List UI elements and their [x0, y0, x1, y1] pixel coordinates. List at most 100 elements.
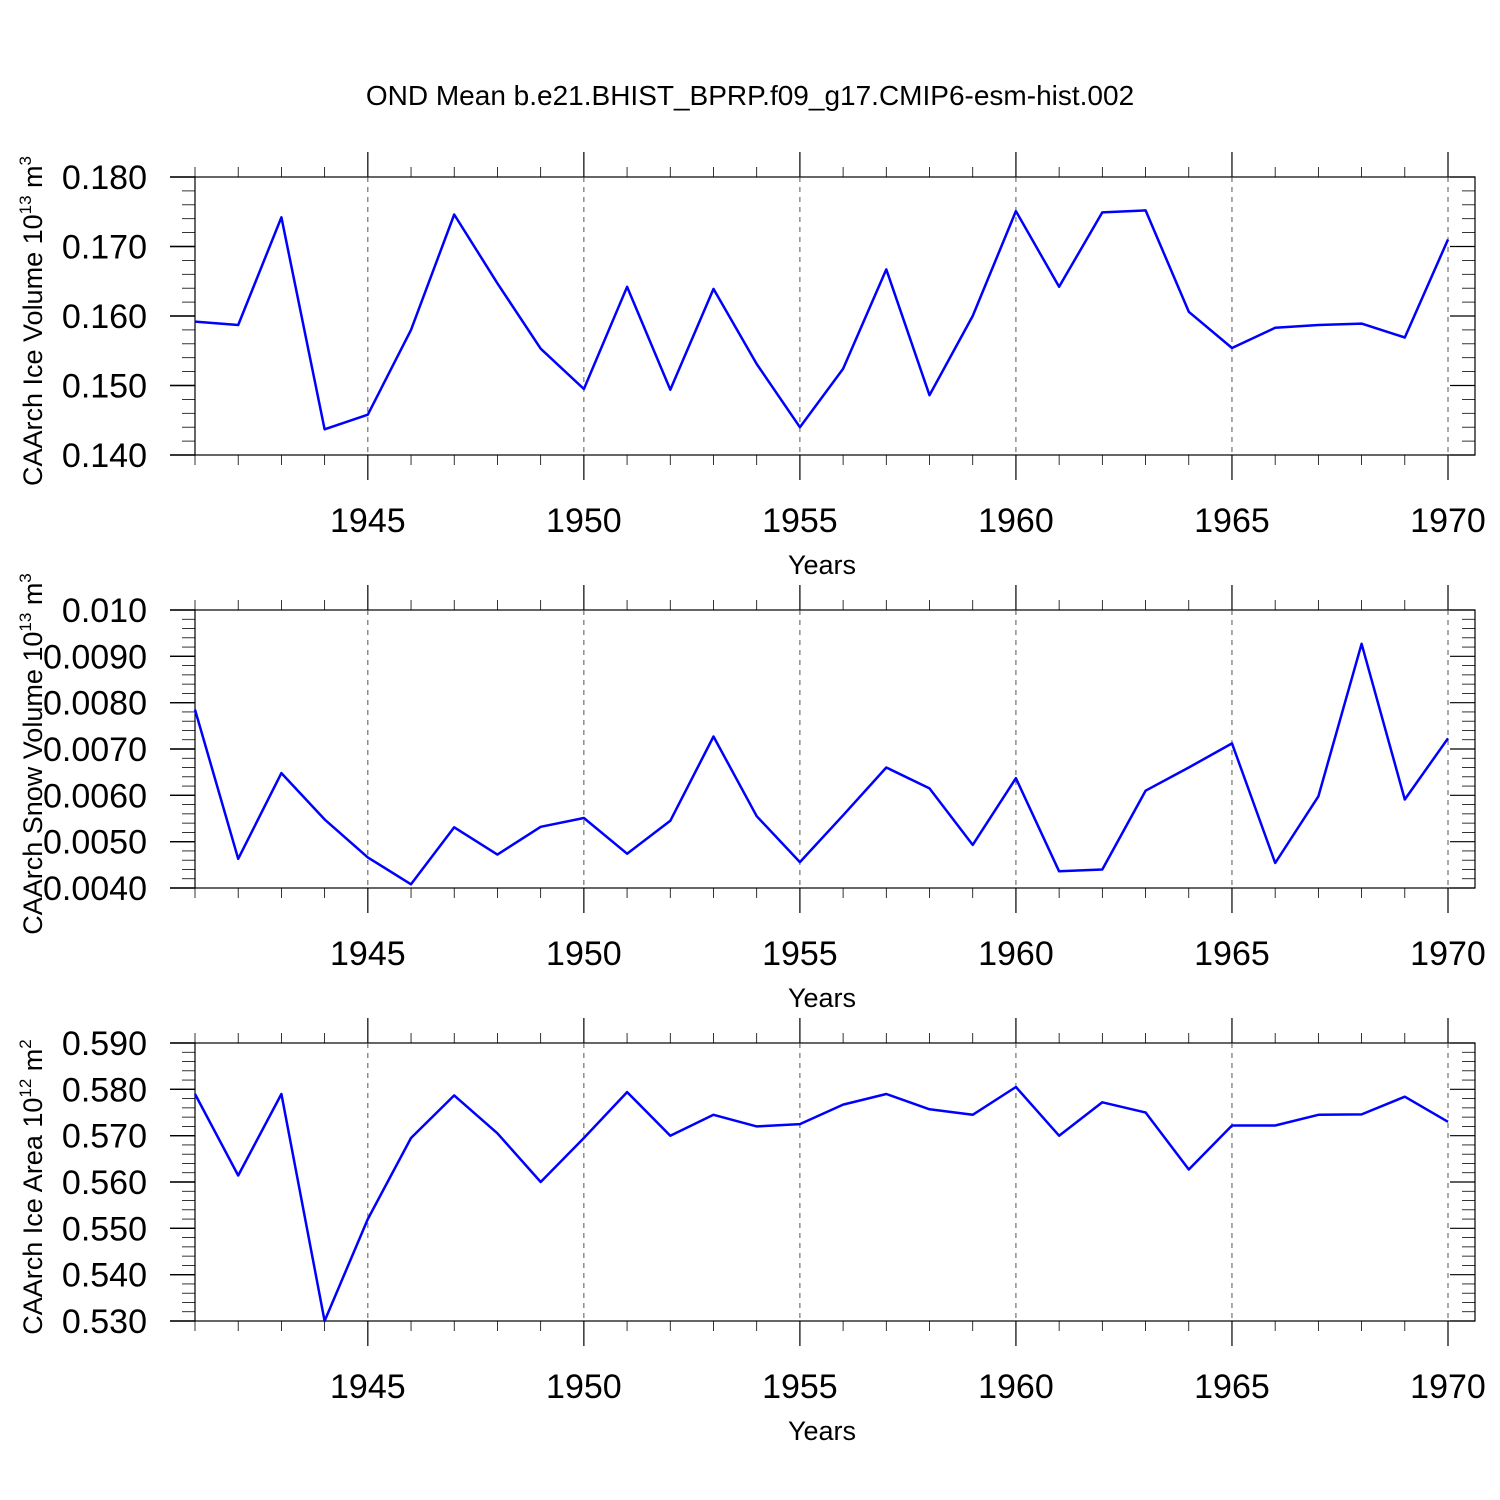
- y-axis-label-text: CAArch Ice Volume 10: [18, 214, 48, 486]
- data-point: [279, 771, 283, 775]
- y-tick-label: 0.580: [62, 1071, 147, 1109]
- x-axis-label: Years: [788, 983, 856, 1013]
- panel-ice-volume: 1945 1950 1955 1960 1965 1970 Years 0.140 0.150 0…: [16, 152, 1486, 580]
- data-point: [1360, 1112, 1364, 1116]
- data-point: [452, 825, 456, 829]
- data-point: [495, 281, 499, 285]
- x-tick-label: 1965: [1194, 935, 1270, 973]
- data-point: [971, 1113, 975, 1117]
- data-point: [1230, 741, 1234, 745]
- data-point: [323, 817, 327, 821]
- data-point: [1360, 642, 1364, 646]
- plot-frame: [194, 176, 1476, 456]
- data-point: [668, 819, 672, 823]
- data-point: [539, 347, 543, 351]
- data-point: [1316, 794, 1320, 798]
- y-tick-label: 0.570: [62, 1118, 147, 1156]
- data-point: [366, 1217, 370, 1221]
- data-point: [711, 734, 715, 738]
- data-point: [236, 323, 240, 327]
- data-point: [928, 393, 932, 397]
- y-tick-label: 0.140: [62, 437, 147, 475]
- data-point: [323, 1319, 327, 1323]
- chart-title: OND Mean b.e21.BHIST_BPRP.f09_g17.CMIP6-…: [366, 80, 1134, 111]
- data-point: [668, 1134, 672, 1138]
- data-point: [1144, 1111, 1148, 1115]
- data-point: [193, 708, 197, 712]
- data-point: [323, 427, 327, 431]
- data-point: [841, 367, 845, 371]
- y-tick-label: 0.540: [62, 1257, 147, 1295]
- y-axis-label: CAArch Ice Volume 1013 m3: [16, 156, 48, 486]
- data-point: [1316, 1113, 1320, 1117]
- data-point: [928, 786, 932, 790]
- data-point: [1014, 209, 1018, 213]
- data-point: [1403, 1095, 1407, 1099]
- data-point: [495, 853, 499, 857]
- series-line-snow-volume: [193, 642, 1450, 886]
- x-tick-label: 1950: [546, 502, 622, 540]
- data-point: [755, 814, 759, 818]
- y-tick-label: 0.590: [62, 1025, 147, 1063]
- data-point: [884, 766, 888, 770]
- data-point: [582, 816, 586, 820]
- data-point: [1273, 326, 1277, 330]
- data-point: [1446, 1120, 1450, 1124]
- x-tick-label: 1950: [546, 935, 622, 973]
- panel-ice-area: 1945 1950 1955 1960 1965 1970 Years 0.530 0.540 0…: [16, 1018, 1486, 1446]
- data-point: [755, 362, 759, 366]
- data-point: [1446, 736, 1450, 740]
- y-tick-label: 0.0040: [43, 870, 147, 908]
- y-axis-label-exponent: 13: [16, 195, 35, 214]
- y-axis-label-unit: m: [18, 1049, 48, 1079]
- x-tick-label: 1955: [762, 935, 838, 973]
- data-point: [409, 882, 413, 886]
- y-axis-label-unit-exponent: 3: [16, 156, 35, 165]
- x-tick-label: 1945: [330, 1368, 406, 1406]
- data-point: [1144, 789, 1148, 793]
- y-tick-label: 0.560: [62, 1164, 147, 1202]
- y-tick-label: 0.0050: [43, 824, 147, 862]
- x-tick-label: 1970: [1410, 502, 1486, 540]
- x-tick-label: 1945: [330, 935, 406, 973]
- data-point: [1100, 1100, 1104, 1104]
- y-axis-label-unit: m: [18, 165, 48, 195]
- x-tick-label: 1955: [762, 1368, 838, 1406]
- y-axis-label-text: CAArch Snow Volume 10: [18, 632, 48, 935]
- data-point: [582, 1136, 586, 1140]
- data-point: [1230, 346, 1234, 350]
- data-point: [668, 388, 672, 392]
- data-point: [1446, 238, 1450, 242]
- data-point: [1144, 208, 1148, 212]
- data-point: [798, 1122, 802, 1126]
- y-tick-label: 0.010: [62, 592, 147, 630]
- data-point: [366, 413, 370, 417]
- panel-snow-volume: 1945 1950 1955 1960 1965 1970 Years 0.0040 0.005…: [16, 573, 1486, 1013]
- data-point: [755, 1124, 759, 1128]
- y-tick-label: 0.0080: [43, 685, 147, 723]
- y-axis-label-exponent: 13: [16, 613, 35, 632]
- y-tick-label: 0.0070: [43, 731, 147, 769]
- x-tick-label: 1965: [1194, 502, 1270, 540]
- series-line-ice-volume: [194, 209, 1450, 431]
- data-point: [971, 843, 975, 847]
- data-point: [1057, 1134, 1061, 1138]
- y-axis-label-unit-exponent: 3: [16, 573, 35, 582]
- y-tick-label: 0.170: [62, 229, 147, 267]
- x-tick-label: 1960: [978, 935, 1054, 973]
- y-axis-label-unit-exponent: 2: [16, 1039, 35, 1048]
- data-point: [539, 1180, 543, 1184]
- data-point: [711, 287, 715, 291]
- panels: 1945 1950 1955 1960 1965 1970 Years 0.140 0.150 0…: [16, 152, 1486, 1446]
- data-point: [279, 1092, 283, 1096]
- data-point: [625, 1090, 629, 1094]
- data-point: [193, 1092, 197, 1096]
- data-point: [409, 328, 413, 332]
- plot-frame: [194, 609, 1476, 889]
- data-point: [928, 1107, 932, 1111]
- data-point: [1057, 285, 1061, 289]
- x-tick-label: 1965: [1194, 1368, 1270, 1406]
- data-point: [1187, 310, 1191, 314]
- y-tick-label: 0.550: [62, 1210, 147, 1248]
